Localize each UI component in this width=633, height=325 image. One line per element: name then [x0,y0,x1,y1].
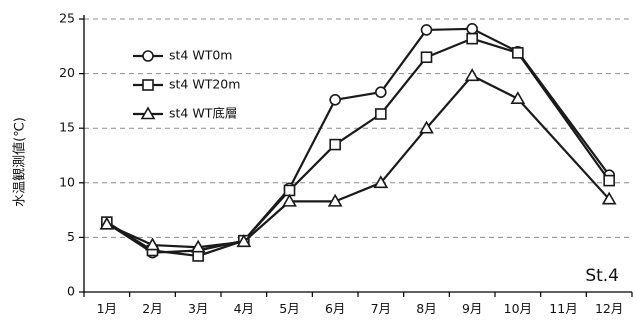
y-tick-labels: 0 5 10 15 20 25 [59,11,75,299]
legend-label: st4 WT0m [169,48,232,63]
triangle-marker [373,175,389,189]
circle-marker-legend [142,50,154,62]
square-marker-legend [142,79,154,91]
triangle-marker [464,68,480,82]
triangle-marker [601,191,617,205]
x-tick-label: 6月 [325,301,345,316]
y-axis-label: 水温観測値(℃) [12,117,28,207]
x-tick-label: 2月 [142,301,162,316]
y-tick-label: 25 [59,11,75,26]
series-3 [99,68,617,253]
x-tick-label: 3月 [188,301,208,316]
x-tick-label: 8月 [416,301,436,316]
series-group [99,23,617,262]
square-marker [420,51,433,64]
circle-marker [420,24,433,36]
x-tick-label: 7月 [371,301,391,316]
triangle-marker [236,234,252,248]
y-tick-label: 15 [59,120,75,135]
circle-marker [466,23,478,35]
circle-marker [329,94,341,106]
square-marker [375,108,387,120]
x-tick-label: 9月 [462,301,482,316]
square-marker [512,47,524,59]
triangle-marker [327,193,343,207]
x-tick-label: 4月 [234,301,254,316]
x-tick-label: 5月 [279,301,299,316]
legend-item: st4 WT20m [133,77,240,92]
triangle-marker [419,120,434,134]
y-tick-label: 20 [59,65,75,80]
legend-item: st4 WT0m [133,48,232,63]
triangle-marker [190,239,206,253]
triangle-marker-legend [140,106,156,120]
square-marker [329,138,341,151]
series-2 [101,32,615,262]
y-tick-label: 0 [67,284,75,299]
triangle-marker [145,237,160,251]
legend-label: st4 WT20m [169,77,240,92]
x-tick-labels: 1月 2月 3月 4月 5月 6月 7月 8月 9月 10月 11月 12月 [97,301,624,316]
series-line [106,74,610,249]
x-tick-label: 10月 [504,301,532,316]
series-line [106,37,611,258]
triangle-marker [99,216,115,230]
square-marker [466,32,478,45]
legend: st4 WT0m st4 WT20m st4 WT底層 [133,48,240,121]
x-tick-label: 11月 [549,301,577,316]
circle-marker [375,86,387,98]
y-tick-label: 5 [67,229,75,244]
triangle-marker [510,91,526,105]
triangle-marker [282,193,297,207]
legend-label: st4 WT底層 [169,106,237,121]
axes [79,15,633,297]
y-tick-label: 10 [59,174,75,189]
x-tick-label: 1月 [97,301,117,316]
square-marker [603,174,615,187]
station-annotation: St.4 [585,266,619,286]
legend-item: st4 WT底層 [133,106,237,121]
x-tick-label: 12月 [595,301,623,316]
